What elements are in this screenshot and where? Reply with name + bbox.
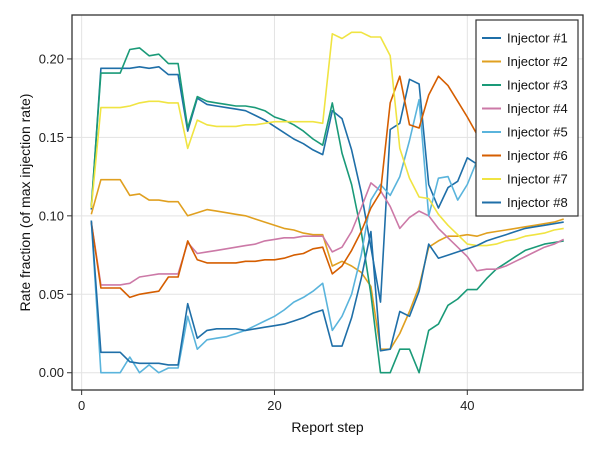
y-axis-label: Rate fraction (of max injection rate)	[17, 94, 33, 312]
legend-label-injector-2: Injector #2	[507, 54, 568, 69]
legend-label-injector-6: Injector #6	[507, 148, 568, 163]
y-tick-label: 0.15	[39, 130, 64, 145]
x-tick-label: 40	[460, 398, 474, 413]
grid-lines	[72, 15, 583, 390]
legend: Injector #1 Injector #2 Injector #3 Injecto…	[475, 19, 579, 217]
x-axis-label: Report step	[291, 419, 364, 435]
legend-label-injector-7: Injector #7	[507, 172, 568, 187]
series-line-injector-4	[90, 182, 565, 286]
legend-label-injector-3: Injector #3	[507, 78, 568, 93]
y-tick-label: 0.00	[39, 365, 64, 380]
x-axis-ticks: 0 20 40	[78, 390, 475, 413]
y-axis-ticks: 0.00 0.05 0.10 0.15 0.20	[39, 51, 72, 380]
y-tick-label: 0.10	[39, 208, 64, 223]
plot-frame	[71, 14, 584, 391]
series-line-injector-8	[90, 220, 564, 366]
series-line-injector-3	[90, 47, 564, 374]
series-line-injector-7	[90, 31, 564, 247]
y-tick-label: 0.05	[39, 287, 64, 302]
y-tick-label: 0.20	[39, 51, 64, 66]
series-line-injector-2	[90, 178, 564, 351]
legend-label-injector-5: Injector #5	[507, 125, 568, 140]
legend-label-injector-8: Injector #8	[507, 195, 568, 210]
x-tick-label: 0	[78, 398, 85, 413]
legend-label-injector-4: Injector #4	[507, 101, 568, 116]
x-tick-label: 20	[267, 398, 281, 413]
legend-box	[475, 19, 579, 217]
legend-label-injector-1: Injector #1	[507, 31, 568, 46]
